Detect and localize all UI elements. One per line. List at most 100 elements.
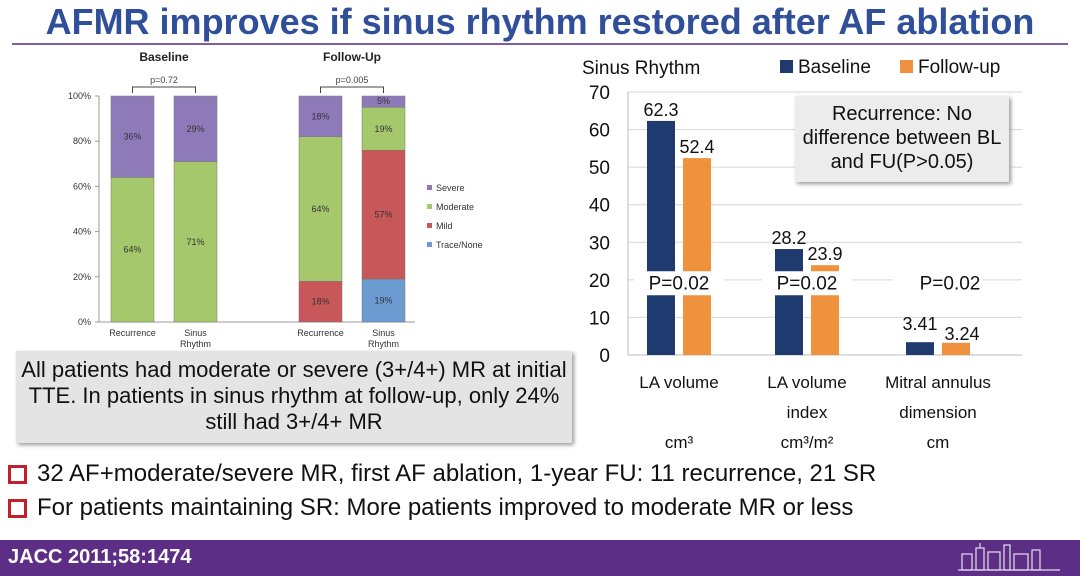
category-label: Sinus [184, 328, 207, 338]
y-tick-label: 50 [589, 158, 610, 179]
category-label: cm [927, 433, 950, 450]
bullet-square-icon [8, 464, 27, 484]
legend-label: Mild [436, 221, 453, 231]
bullet-text: For patients maintaining SR: More patien… [37, 494, 854, 521]
sinus-rhythm-bar-chart: Sinus Rhythm Baseline Follow-up 0 10 20 30 40 50… [582, 57, 1022, 450]
category-label: Recurrence [109, 328, 156, 338]
y-tick-label: 40% [73, 227, 91, 237]
data-label: 23.9 [807, 244, 842, 264]
segment-label: 18% [311, 111, 329, 121]
category-label: cm³/m² [781, 433, 834, 450]
building-logo-icon [958, 543, 1060, 571]
y-tick-label: 40 [589, 196, 610, 217]
legend-label: Follow-up [918, 57, 1000, 78]
category-label: Mitral annulus [885, 373, 991, 392]
category-label: index [787, 403, 828, 422]
stacked-bar-segment [110, 95, 155, 178]
segment-label: 64% [311, 204, 329, 214]
p-value-backdrop [762, 271, 852, 296]
p-value-bracket [132, 86, 196, 93]
data-label: 62.3 [643, 100, 678, 120]
bar [647, 120, 675, 356]
legend-swatch [427, 185, 432, 190]
p-value-label: P=0.02 [649, 273, 710, 294]
y-tick-label: 0% [78, 317, 91, 327]
bar [942, 342, 970, 355]
segment-label: 18% [311, 297, 329, 307]
p-value-label: P=0.02 [920, 273, 981, 294]
y-tick-label: 70 [589, 83, 610, 104]
bullet-square-icon [8, 498, 27, 518]
legend-swatch [427, 204, 432, 209]
p-value-backdrop [634, 271, 724, 296]
y-tick-label: 60 [589, 121, 610, 142]
recurrence-note: Recurrence: No difference between BL and… [795, 96, 1009, 182]
legend-label: Baseline [798, 57, 871, 78]
bullet-item: For patients maintaining SR: More patien… [8, 494, 853, 522]
segment-label: 29% [186, 124, 204, 134]
stacked-bar-segment [361, 107, 406, 151]
stacked-bar-segment [298, 281, 343, 323]
bar [775, 249, 803, 355]
legend-swatch [900, 60, 913, 73]
segment-label: 5% [377, 96, 390, 106]
segment-label: 64% [123, 245, 141, 255]
category-label: Rhythm [368, 339, 399, 349]
segment-label: 57% [374, 210, 392, 220]
y-tick-label: 20% [73, 272, 91, 282]
category-label: LA volume [639, 373, 718, 392]
y-tick-label: 10 [589, 308, 610, 329]
stacked-bar-segment [110, 177, 155, 323]
data-label: 3.41 [902, 314, 937, 334]
legend-swatch [427, 223, 432, 228]
legend-swatch [780, 60, 793, 73]
category-label: Recurrence [297, 328, 344, 338]
y-tick-label: 80% [73, 136, 91, 146]
stacked-bar-segment [298, 95, 343, 137]
legend-label: Moderate [436, 202, 474, 212]
category-label: LA volume [767, 373, 846, 392]
data-label: 3.24 [944, 324, 979, 344]
footer-bar: JACC 2011;58:1474 [0, 540, 1080, 576]
stacked-bar-segment [361, 278, 406, 323]
stacked-bar-segment [361, 95, 406, 108]
panel-title: Baseline [139, 50, 189, 64]
p-value-label: p=0.005 [336, 75, 369, 85]
p-value-bracket [320, 86, 384, 93]
y-tick-label: 0 [599, 346, 610, 367]
y-tick-label: 20 [589, 271, 610, 292]
chart-title: Sinus Rhythm [582, 58, 700, 79]
category-label: Sinus [372, 328, 395, 338]
bullet-text: 32 AF+moderate/severe MR, first AF ablat… [37, 460, 877, 487]
category-label: Rhythm [180, 339, 211, 349]
stacked-bar-segment [298, 136, 343, 282]
data-label: 28.2 [771, 228, 806, 248]
y-tick-label: 100% [68, 91, 91, 101]
legend-swatch [427, 242, 432, 247]
mr-callout-box: All patients had moderate or severe (3+/… [16, 351, 572, 443]
segment-label: 71% [186, 237, 204, 247]
stacked-bar-segment [173, 161, 218, 323]
segment-label: 19% [374, 296, 392, 306]
p-value-backdrop [893, 271, 983, 296]
category-label: dimension [899, 403, 977, 422]
citation: JACC 2011;58:1474 [8, 546, 192, 568]
p-value-label: P=0.02 [777, 273, 838, 294]
segment-label: 36% [123, 132, 141, 142]
bullet-item: 32 AF+moderate/severe MR, first AF ablat… [8, 460, 876, 488]
y-tick-label: 30 [589, 233, 610, 254]
bar [906, 342, 934, 355]
title-rule [12, 43, 1068, 45]
segment-label: 19% [374, 124, 392, 134]
y-tick-label: 60% [73, 181, 91, 191]
category-label: cm³ [665, 433, 694, 450]
p-value-label: p=0.72 [150, 75, 178, 85]
data-label: 52.4 [679, 137, 714, 157]
legend-label: Trace/None [436, 240, 483, 250]
legend-label: Severe [436, 183, 465, 193]
stacked-bar-segment [173, 95, 218, 162]
panel-title: Follow-Up [323, 50, 381, 64]
bar [683, 158, 711, 355]
mr-severity-stacked-chart: 0% 20% 40% 60% 80% 100% Baseline p=0.72 64% 36% Re… [68, 50, 483, 349]
slide-title: AFMR improves if sinus rhythm restored a… [45, 1, 1035, 42]
